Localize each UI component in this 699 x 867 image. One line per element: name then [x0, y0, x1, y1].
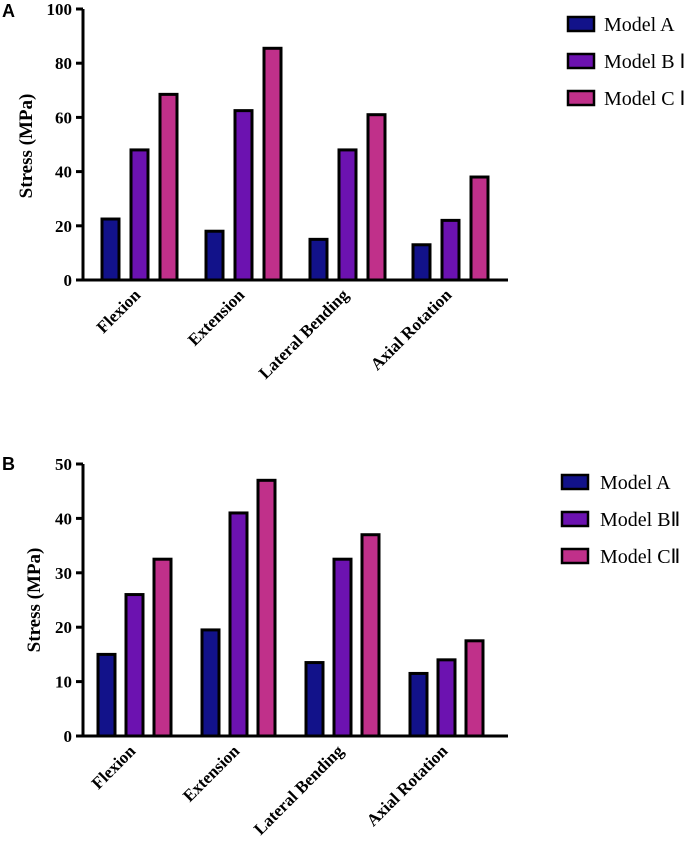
y-tick-label: 0	[64, 271, 73, 290]
bar-axial-rotation-series-2	[440, 218, 461, 282]
legend-label: Model BⅡ	[600, 509, 680, 531]
panel-b-category-labels: Flexion Extension Lateral Bending Axial Rot…	[88, 741, 452, 839]
panel-a-bars	[100, 46, 490, 282]
panel-a-letter: A	[2, 1, 15, 21]
bar-axial-rotation-series-2	[436, 658, 457, 738]
legend-label: Model B Ⅰ	[604, 51, 685, 73]
legend-swatch	[566, 15, 596, 33]
legend-swatch	[566, 52, 596, 70]
panel-a: A Stress (MPa) 0 20 40 60 80 100 Flexion Exten…	[2, 0, 685, 383]
panel-b-letter: B	[2, 454, 15, 474]
category-label: Lateral Bending	[250, 741, 348, 839]
panel-b-bars	[96, 478, 485, 738]
bar-flexion-series-1	[100, 217, 121, 282]
bar-extension-series-2	[233, 109, 254, 282]
y-tick-label: 40	[55, 163, 72, 182]
panel-b-legend: Model A Model BⅡ Model CⅡ	[560, 472, 680, 568]
legend-swatch	[566, 89, 596, 107]
category-label: Extension	[184, 285, 249, 350]
bar-extension-series-1	[200, 628, 221, 738]
legend-swatch	[560, 547, 590, 565]
bar-axial-rotation-series-3	[464, 639, 485, 738]
bar-extension-series-3	[262, 46, 283, 282]
bar-extension-series-1	[204, 229, 225, 282]
category-label: Axial Rotation	[367, 285, 456, 374]
bar-lateral-bending-series-2	[337, 148, 358, 282]
y-tick-label: 50	[55, 455, 72, 474]
category-label: Axial Rotation	[363, 741, 452, 830]
legend-label: Model C Ⅰ	[604, 88, 685, 110]
category-label: Flexion	[88, 741, 140, 793]
category-label: Lateral Bending	[255, 285, 353, 383]
bar-axial-rotation-series-3	[469, 175, 490, 282]
bar-flexion-series-1	[96, 652, 117, 738]
y-tick-label: 80	[55, 54, 72, 73]
bar-flexion-series-2	[129, 148, 150, 282]
bar-extension-series-3	[256, 478, 277, 738]
y-tick-label: 20	[55, 618, 72, 637]
panel-b-axes	[81, 464, 508, 738]
panel-a-legend: Model A Model B Ⅰ Model C Ⅰ	[566, 14, 685, 110]
y-tick-label: 20	[55, 217, 72, 236]
bar-lateral-bending-series-3	[366, 113, 387, 282]
legend-swatch	[560, 473, 590, 491]
bar-flexion-series-3	[152, 557, 173, 738]
panel-b: B Stress (MPa) 0 10 20 30 40 50 Flexion Extens…	[2, 454, 680, 839]
bar-axial-rotation-series-1	[411, 243, 432, 282]
bar-flexion-series-2	[124, 593, 145, 738]
panel-a-axes	[81, 9, 508, 282]
y-tick-label: 30	[55, 564, 72, 583]
y-tick-label: 0	[64, 727, 73, 746]
legend-label: Model CⅡ	[600, 546, 680, 568]
y-tick-label: 100	[47, 0, 73, 19]
panel-a-category-labels: Flexion Extension Lateral Bending Axial Rot…	[93, 285, 456, 383]
bar-axial-rotation-series-1	[408, 671, 429, 738]
bar-lateral-bending-series-1	[304, 661, 325, 738]
panel-b-y-ticks: 0 10 20 30 40 50	[55, 455, 83, 746]
bar-lateral-bending-series-2	[332, 557, 353, 738]
bar-lateral-bending-series-1	[308, 237, 329, 282]
bar-lateral-bending-series-3	[360, 533, 381, 738]
category-label: Flexion	[93, 285, 145, 337]
legend-label: Model A	[604, 14, 675, 36]
category-label: Extension	[179, 741, 244, 806]
y-tick-label: 60	[55, 108, 72, 127]
y-tick-label: 40	[55, 509, 72, 528]
bar-extension-series-2	[228, 511, 249, 738]
y-tick-label: 10	[55, 673, 72, 692]
panel-b-y-axis-title: Stress (MPa)	[24, 548, 45, 653]
panel-a-y-axis-title: Stress (MPa)	[16, 94, 37, 199]
legend-label: Model A	[600, 472, 671, 494]
panel-a-y-ticks: 0 20 40 60 80 100	[47, 0, 83, 290]
legend-swatch	[560, 510, 590, 528]
bar-flexion-series-3	[158, 92, 179, 282]
